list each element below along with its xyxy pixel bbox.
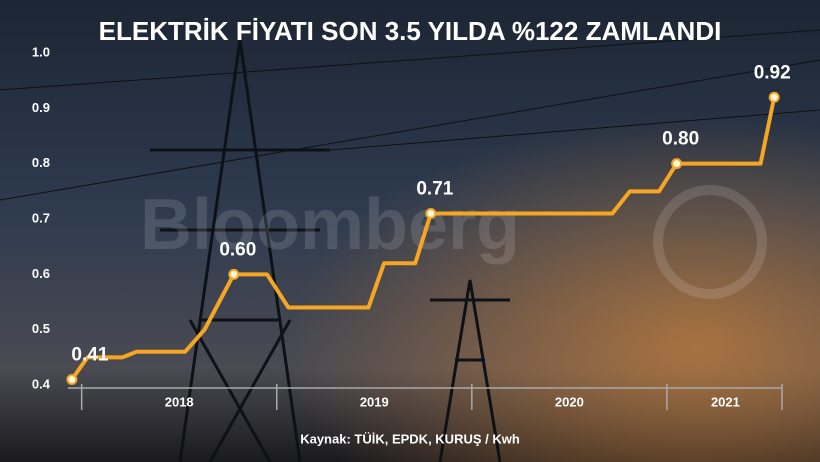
- x-tick-label: 2018: [165, 394, 194, 409]
- y-tick-label: 0.9: [32, 100, 50, 115]
- line: [70, 96, 777, 381]
- y-tick-label: 1.0: [32, 44, 50, 59]
- pylon: [150, 39, 510, 462]
- logo: [653, 185, 767, 299]
- y-tick-label: 0.7: [32, 210, 50, 225]
- watermark: Bloomberg: [140, 185, 520, 265]
- data-label: 0.71: [416, 178, 453, 199]
- y-tick-label: 0.4: [32, 376, 51, 391]
- data-point: [425, 207, 437, 219]
- data-point: [671, 158, 683, 170]
- x-tick-label: 2021: [711, 394, 740, 409]
- data-point: [768, 91, 780, 103]
- data-point: [66, 373, 78, 385]
- data-label: 0.92: [754, 62, 791, 83]
- y-tick-label: 0.6: [32, 266, 50, 281]
- x-tick-label: 2020: [555, 394, 584, 409]
- data-point: [228, 268, 240, 280]
- x-tick-label: 2019: [360, 394, 389, 409]
- data-label: 0.41: [71, 344, 108, 365]
- y-tick-label: 0.5: [32, 321, 50, 336]
- data-label: 0.80: [662, 129, 699, 150]
- data-label: 0.60: [219, 239, 256, 260]
- y-tick-label: 0.8: [32, 155, 50, 170]
- chart-title: ELEKTRİK FİYATI SON 3.5 YILDA %122 ZAMLA…: [99, 16, 722, 46]
- source-note: Kaynak: TÜİK, EPDK, KURUŞ / Kwh: [300, 431, 520, 446]
- power-lines: [0, 29, 820, 201]
